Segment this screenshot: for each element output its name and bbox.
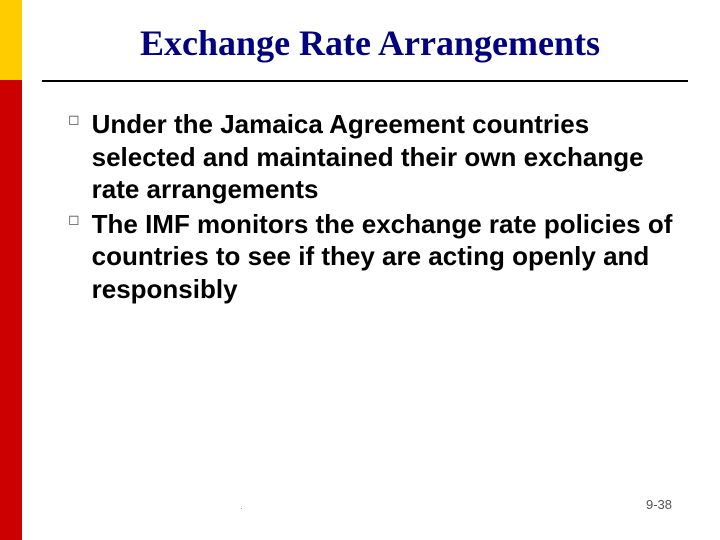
list-item: ◻ Under the Jamaica Agreement countries … <box>68 108 680 206</box>
accent-bar-bottom <box>0 80 22 540</box>
accent-bar <box>0 0 22 540</box>
title-underline <box>42 80 688 82</box>
footer-dot: . <box>240 501 243 512</box>
list-item: ◻ The IMF monitors the exchange rate pol… <box>68 208 680 306</box>
bullet-text: The IMF monitors the exchange rate polic… <box>92 208 680 306</box>
bullet-marker-icon: ◻ <box>68 211 80 229</box>
page-number: 9-38 <box>646 497 672 512</box>
accent-bar-top <box>0 0 22 80</box>
slide-title: Exchange Rate Arrangements <box>60 22 680 64</box>
bullet-marker-icon: ◻ <box>68 111 80 129</box>
bullet-text: Under the Jamaica Agreement countries se… <box>92 108 680 206</box>
bullet-list: ◻ Under the Jamaica Agreement countries … <box>68 108 680 307</box>
